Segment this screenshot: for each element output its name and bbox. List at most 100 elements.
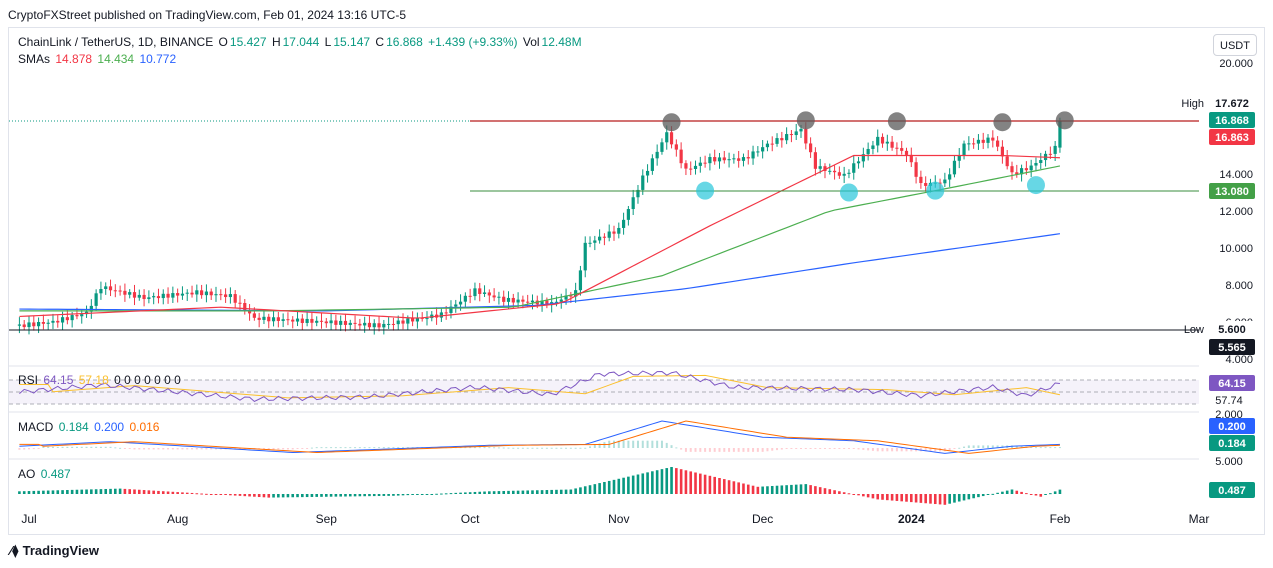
candle-body <box>612 231 616 234</box>
ao-bar <box>420 494 424 495</box>
ao-bar <box>459 492 462 494</box>
ao-bar <box>253 494 256 497</box>
macd-hist-bar <box>996 445 999 448</box>
sma-label[interactable]: SMAs <box>18 52 51 66</box>
ao-bar <box>852 494 856 495</box>
candle-body <box>334 320 338 325</box>
ao-bar <box>1001 491 1004 494</box>
low-badge-bg <box>1209 321 1255 337</box>
ao-bar <box>18 491 21 494</box>
ao-bar <box>257 494 261 498</box>
ao-bar <box>881 494 884 500</box>
candle-body <box>828 170 832 172</box>
candle-body <box>267 316 271 322</box>
ao-label[interactable]: AO <box>18 467 36 481</box>
ao-bar <box>473 491 477 494</box>
ao-bar <box>684 470 688 494</box>
macd-hist-bar <box>761 448 764 452</box>
candle-body <box>837 172 841 176</box>
macd-hist-bar <box>732 448 735 452</box>
ao-bar <box>607 480 611 494</box>
ao-bar <box>828 489 832 494</box>
candle-body <box>463 295 467 302</box>
candle-body <box>684 163 688 169</box>
macd-hist-bar <box>32 448 35 450</box>
time-axis-label: Sep <box>316 512 338 526</box>
candle-body <box>770 143 774 145</box>
candle-body <box>856 161 861 164</box>
candle-body <box>358 323 362 326</box>
macd-hist-bar <box>71 446 74 448</box>
candle-body <box>363 322 367 326</box>
ao-bar <box>1010 489 1014 494</box>
ao-bar <box>305 494 309 498</box>
macd-hist-bar <box>891 448 894 452</box>
ao-bar <box>651 471 654 494</box>
candle-body <box>310 318 314 323</box>
ao-bar <box>1029 494 1033 495</box>
candle-body <box>713 157 717 162</box>
ao-bar <box>238 494 242 496</box>
symbol-title[interactable]: ChainLink / TetherUS, 1D, BINANCE <box>18 35 214 49</box>
macd-hist-bar <box>536 447 539 449</box>
rsi-label[interactable]: RSI <box>18 373 39 387</box>
candle-body <box>808 143 813 153</box>
ao-bar <box>986 494 990 495</box>
ao-bar <box>977 494 980 498</box>
candle-body <box>1048 153 1052 155</box>
macd-label[interactable]: MACD <box>18 420 54 434</box>
currency-button[interactable]: USDT <box>1213 34 1257 56</box>
macd-hist-bar <box>80 446 83 448</box>
sma2-value: 14.434 <box>97 52 135 66</box>
ao-bar <box>502 490 506 494</box>
macd-hist-bar <box>95 446 98 448</box>
macd-hist-bar <box>852 448 855 449</box>
macd-hist-bar <box>876 448 879 452</box>
ao-bar <box>1005 490 1009 494</box>
macd-hist-bar <box>502 447 505 449</box>
macd-hist-bar <box>47 446 50 448</box>
ao-bar <box>535 490 539 494</box>
tradingview-logo[interactable]: ⁄⧫ TradingView <box>10 543 99 559</box>
ao-bar <box>320 494 323 497</box>
ao-bar <box>943 494 947 505</box>
low-line-badge-bg <box>1209 339 1255 355</box>
ao-bar <box>703 474 707 494</box>
vol-label: Vol <box>522 35 540 49</box>
ohlc-o-label: O <box>218 35 228 49</box>
ao-bar <box>66 490 69 494</box>
ao-bar <box>181 492 184 494</box>
resistance-touch-marker <box>662 113 681 132</box>
macd-hist-bar <box>282 448 285 450</box>
ao-bar <box>790 484 793 494</box>
ao-bar <box>51 490 55 494</box>
candle-body <box>1024 168 1028 171</box>
macd-hist-bar <box>387 447 390 449</box>
macd-hist-bar <box>665 442 668 448</box>
candle-body <box>195 290 199 295</box>
ao-bar <box>277 494 280 498</box>
ao-bar <box>497 491 501 494</box>
candle-body <box>176 293 180 296</box>
sma-green-line <box>19 165 1061 312</box>
candle-body <box>367 322 372 328</box>
candle-body <box>607 231 611 238</box>
ao-bar <box>262 494 266 498</box>
ao-bar <box>348 494 352 497</box>
ao-bar <box>574 488 577 494</box>
candle-body <box>113 290 117 292</box>
ao-bar <box>646 472 649 494</box>
macd-hist-bar <box>191 448 194 450</box>
macd-hist-bar <box>613 440 615 448</box>
candle-body <box>118 290 122 292</box>
macd-hist-bar <box>1058 447 1061 449</box>
candle-body <box>660 142 664 152</box>
rsi-badge-value: 64.15 <box>1218 378 1246 390</box>
ao-bar <box>99 489 103 494</box>
ao-bar <box>742 483 745 494</box>
rsi-line <box>19 370 1060 403</box>
macd-hist-bar <box>641 440 644 448</box>
macd-hist-bar <box>373 447 376 449</box>
candle-body <box>497 296 501 298</box>
